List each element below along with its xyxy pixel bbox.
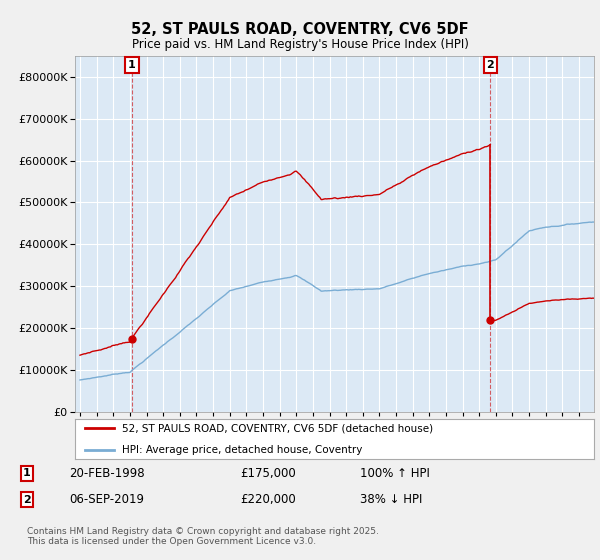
Text: £220,000: £220,000 (240, 493, 296, 506)
Text: 1: 1 (128, 60, 136, 70)
Text: 20-FEB-1998: 20-FEB-1998 (69, 466, 145, 480)
Text: 38% ↓ HPI: 38% ↓ HPI (360, 493, 422, 506)
Text: 52, ST PAULS ROAD, COVENTRY, CV6 5DF: 52, ST PAULS ROAD, COVENTRY, CV6 5DF (131, 22, 469, 38)
Text: £175,000: £175,000 (240, 466, 296, 480)
Text: 1: 1 (23, 468, 31, 478)
Text: HPI: Average price, detached house, Coventry: HPI: Average price, detached house, Cove… (122, 445, 362, 455)
Text: 100% ↑ HPI: 100% ↑ HPI (360, 466, 430, 480)
Text: Price paid vs. HM Land Registry's House Price Index (HPI): Price paid vs. HM Land Registry's House … (131, 38, 469, 50)
Text: 06-SEP-2019: 06-SEP-2019 (69, 493, 144, 506)
Text: 52, ST PAULS ROAD, COVENTRY, CV6 5DF (detached house): 52, ST PAULS ROAD, COVENTRY, CV6 5DF (de… (122, 423, 433, 433)
Text: Contains HM Land Registry data © Crown copyright and database right 2025.
This d: Contains HM Land Registry data © Crown c… (27, 527, 379, 546)
Text: 2: 2 (23, 494, 31, 505)
Text: 2: 2 (487, 60, 494, 70)
